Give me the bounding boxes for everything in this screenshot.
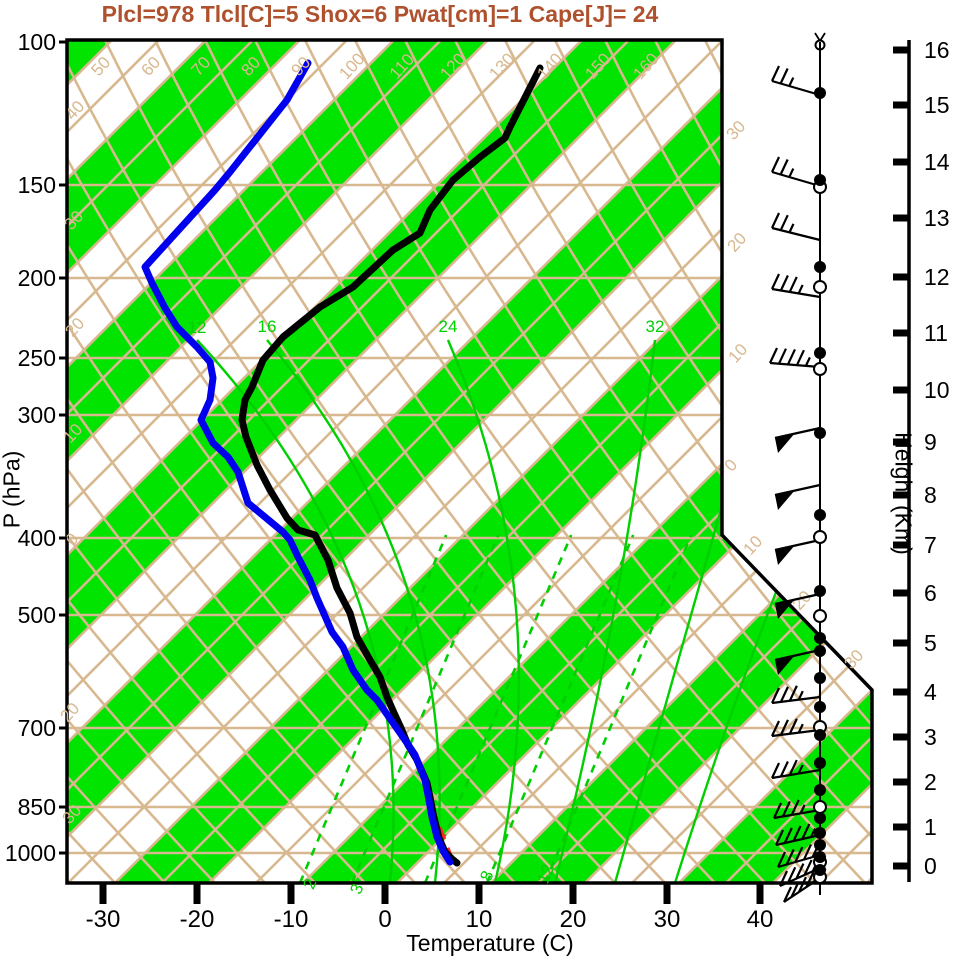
svg-text:10: 10 [466,906,493,933]
svg-text:16: 16 [258,317,277,336]
svg-text:10: 10 [740,532,767,559]
station-circle-open [813,609,827,623]
wind-barb [775,823,821,847]
station-dot [814,672,826,684]
svg-text:1: 1 [924,814,937,840]
svg-text:-20: -20 [180,906,215,933]
wind-barb [774,483,821,510]
svg-text:0: 0 [721,455,741,475]
station-dot [814,427,826,439]
svg-text:14: 14 [924,149,950,175]
svg-text:9: 9 [924,429,937,455]
station-circle-open [813,800,827,814]
svg-text:11: 11 [924,320,948,346]
wind-barb [773,799,821,820]
station-dot [814,509,826,521]
svg-text:0: 0 [378,906,391,933]
svg-text:30: 30 [723,117,750,144]
plot-area [67,40,872,883]
svg-text:4: 4 [924,679,937,705]
station-dot [814,839,826,851]
station-dot [814,851,826,863]
green-temperature-bands [67,40,872,883]
svg-text:700: 700 [18,715,56,741]
wind-barb [771,718,821,738]
svg-text:8: 8 [924,482,937,508]
svg-text:250: 250 [18,345,56,371]
svg-text:10: 10 [924,377,950,403]
mixing-ratio-lines [298,534,693,883]
svg-text:16: 16 [924,37,950,63]
station-dot [814,174,826,186]
svg-text:850: 850 [18,794,56,820]
svg-text:20: 20 [57,699,84,726]
svg-text:5: 5 [924,630,937,656]
svg-text:100: 100 [18,29,56,55]
svg-text:3: 3 [924,724,937,750]
svg-text:7: 7 [924,532,937,558]
svg-text:500: 500 [18,602,56,628]
wind-barb [769,347,821,369]
svg-text:24: 24 [439,317,458,336]
svg-text:0: 0 [924,853,937,879]
svg-text:15: 15 [924,92,950,118]
station-dot [814,729,826,741]
station-dot [814,812,826,824]
plot-boundary [65,38,874,885]
wind-barb [777,844,821,869]
svg-text:400: 400 [18,525,56,551]
svg-text:12: 12 [924,264,950,290]
wind-barb [771,685,821,705]
wind-barb [774,426,821,453]
station-dot [814,87,826,99]
svg-text:2: 2 [924,769,937,795]
wind-barb [774,648,821,675]
station-dot [814,864,826,876]
wind-barb [774,592,821,619]
svg-text:30: 30 [654,906,681,933]
svg-text:20: 20 [560,906,587,933]
svg-text:13: 13 [924,205,950,231]
wind-barb [771,759,821,780]
station-dot [814,347,826,359]
wind-barb [771,65,821,97]
green-line-labels: 12 16 24 322 38 12 [188,317,665,897]
isobar-lines [67,183,872,855]
station-circle-open [813,362,827,376]
wind-barb [771,156,821,188]
svg-text:1000: 1000 [5,840,56,866]
chart-title: Plcl=978 Tlcl[C]=5 Shox=6 Pwat[cm]=1 Cap… [101,1,659,27]
wind-barb [774,538,821,565]
wind-barb-column [769,32,827,903]
svg-text:40: 40 [747,906,774,933]
svg-text:12: 12 [188,318,207,337]
svg-text:-30: -30 [86,906,121,933]
svg-text:150: 150 [18,172,56,198]
station-dot [814,645,826,657]
station-dot [814,632,826,644]
svg-text:32: 32 [646,317,665,336]
svg-text:200: 200 [18,265,56,291]
station-circle-open [813,530,827,544]
temperature-axis-label: Temperature (C) [406,930,574,956]
station-dot [814,757,826,769]
station-dot [814,784,826,796]
dewpoint-profile-curve [141,59,454,866]
station-dot [814,585,826,597]
wind-barb [771,273,821,299]
station-circle-open [813,280,827,294]
svg-text:-10: -10 [274,906,309,933]
svg-text:20: 20 [724,229,751,256]
wind-barb [771,212,821,242]
station-dot [814,701,826,713]
station-dot [814,261,826,273]
svg-text:6: 6 [924,580,937,606]
svg-text:10: 10 [725,340,752,367]
station-dot [814,827,826,839]
svg-text:300: 300 [18,402,56,428]
